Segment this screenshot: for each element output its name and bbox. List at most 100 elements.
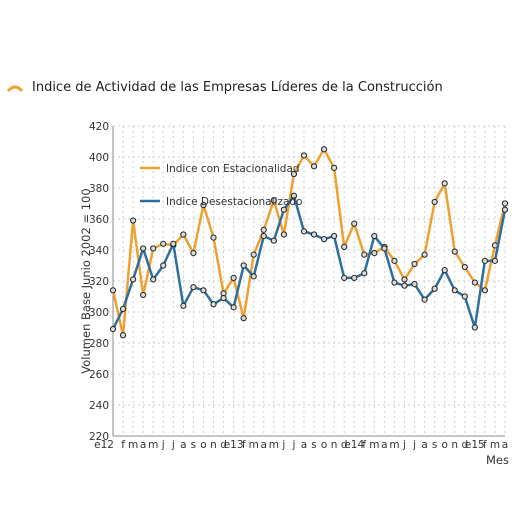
x-tick-label: o [321, 439, 327, 451]
series-1 [109, 146, 509, 339]
data-point [461, 293, 468, 300]
x-tick-label: f [483, 439, 487, 451]
data-point [220, 294, 227, 302]
data-point [109, 287, 117, 294]
x-tick-label: d [461, 439, 468, 451]
data-point [210, 234, 217, 241]
data-point [230, 304, 237, 311]
data-point [280, 231, 287, 238]
data-point [341, 274, 348, 281]
series-line [111, 148, 507, 337]
data-point [109, 325, 117, 333]
data-point [119, 332, 127, 339]
x-tick-label: j [161, 439, 165, 451]
data-point [361, 251, 368, 258]
y-tick-label: 340 [89, 245, 109, 257]
y-tick-label: 320 [89, 276, 109, 288]
x-tick-label: a [140, 439, 146, 451]
data-point [310, 163, 318, 170]
x-tick-label: m [389, 439, 399, 451]
data-point [290, 192, 298, 199]
data-point [270, 237, 277, 244]
x-tick-label: e15 [465, 439, 485, 451]
x-tick-label: m [490, 439, 500, 451]
x-tick-label: a [421, 439, 427, 451]
data-point [119, 305, 127, 312]
x-tick-label: e12 [94, 439, 114, 451]
y-tick-label: 360 [89, 214, 109, 226]
data-point [351, 274, 358, 281]
x-tick-label: j [402, 439, 406, 451]
x-tick-label: j [281, 439, 285, 451]
data-point [200, 287, 207, 294]
y-tick-label: 400 [89, 152, 109, 164]
data-point [140, 245, 147, 252]
data-point [501, 206, 509, 213]
data-point [371, 232, 378, 240]
data-point [481, 257, 488, 264]
data-point [341, 243, 348, 250]
data-point [471, 324, 478, 331]
data-point [431, 285, 438, 292]
data-point [150, 276, 157, 283]
data-point [250, 273, 257, 280]
chart-title: Indice de Actividad de las Empresas Líde… [6, 80, 443, 95]
legend-label: Indice con Estacionalidad [166, 163, 300, 175]
data-point [140, 291, 147, 299]
data-point [441, 267, 448, 274]
x-tick-label: f [362, 439, 366, 451]
x-tick-label: e13 [224, 439, 244, 451]
data-point [190, 284, 197, 291]
data-point [230, 274, 237, 281]
x-tick-label: d [220, 439, 227, 451]
x-axis-title: Mes [486, 453, 509, 467]
y-tick-label: 240 [89, 400, 109, 412]
y-tick-label: 420 [89, 121, 109, 133]
data-point [300, 152, 308, 159]
data-point [170, 240, 177, 247]
data-point [310, 231, 318, 238]
x-tick-label: n [210, 439, 217, 451]
data-point [451, 248, 458, 255]
data-point [260, 232, 267, 240]
chart-title-text: Indice de Actividad de las Empresas Líde… [32, 80, 443, 95]
data-point [180, 231, 187, 238]
x-tick-label: a [301, 439, 307, 451]
data-point [240, 262, 247, 269]
y-axis-title: Volumen Base Junio 2002 = 100 [79, 188, 93, 373]
data-point [361, 270, 368, 277]
legend-label: Indice Desestacionalizado [166, 196, 302, 208]
data-point [150, 245, 157, 252]
legend: Indice con Estacionalidad Indice Desestac… [140, 163, 302, 208]
data-point [451, 287, 458, 294]
x-tick-label: n [451, 439, 458, 451]
data-point [200, 201, 207, 209]
x-tick-label: o [200, 439, 206, 451]
data-point [250, 251, 257, 258]
data-point [320, 146, 328, 153]
data-point [240, 315, 247, 322]
data-point [190, 250, 197, 257]
data-point [331, 164, 338, 171]
data-point [210, 301, 217, 308]
legend-arc-icon [6, 85, 24, 92]
x-tick-label: a [261, 439, 267, 451]
x-tick-label: s [311, 439, 316, 451]
data-point [371, 250, 378, 257]
data-point [401, 276, 408, 283]
data-point [441, 180, 448, 187]
data-point [381, 245, 388, 252]
data-point [481, 287, 488, 294]
data-point [391, 279, 398, 286]
data-point [130, 217, 137, 224]
x-tick-label: m [369, 439, 379, 451]
x-tick-label: m [269, 439, 279, 451]
data-point [471, 279, 478, 286]
data-point [260, 226, 267, 233]
data-point [331, 232, 338, 240]
x-tick-label: j [171, 439, 175, 451]
x-tick-label: a [180, 439, 186, 451]
y-tick-label: 220 [89, 431, 109, 443]
x-tick-label: s [432, 439, 437, 451]
